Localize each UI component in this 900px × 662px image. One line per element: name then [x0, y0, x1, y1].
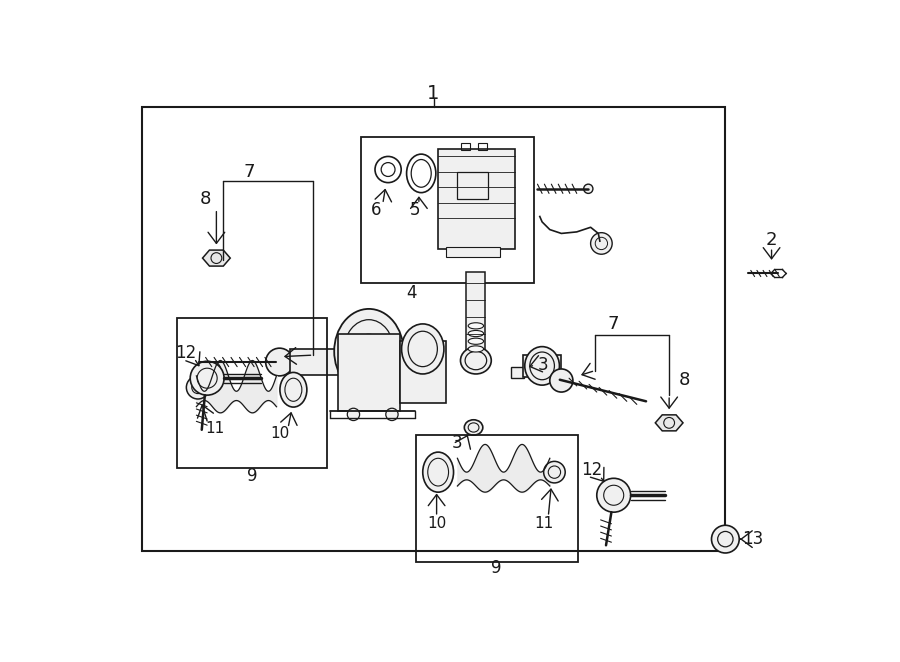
- Text: 9: 9: [247, 467, 257, 485]
- Bar: [177, 318, 328, 468]
- Circle shape: [544, 461, 565, 483]
- Ellipse shape: [423, 452, 454, 492]
- Bar: [523, 355, 562, 377]
- Bar: [400, 341, 446, 403]
- Bar: [438, 149, 515, 249]
- Circle shape: [190, 361, 224, 395]
- Text: 1: 1: [428, 84, 440, 103]
- Text: 11: 11: [535, 516, 554, 531]
- Bar: [291, 349, 352, 375]
- Ellipse shape: [468, 338, 483, 344]
- Ellipse shape: [464, 420, 482, 435]
- Text: 13: 13: [742, 530, 763, 548]
- Text: 2: 2: [766, 230, 778, 249]
- Bar: [416, 435, 578, 562]
- Text: 6: 6: [372, 201, 382, 219]
- Ellipse shape: [468, 323, 483, 329]
- Circle shape: [266, 348, 293, 376]
- Text: 7: 7: [608, 315, 619, 333]
- Ellipse shape: [468, 346, 483, 352]
- Text: 10: 10: [271, 426, 290, 441]
- Text: 8: 8: [200, 190, 212, 208]
- Circle shape: [386, 408, 398, 420]
- Ellipse shape: [525, 347, 560, 385]
- Circle shape: [584, 184, 593, 193]
- Circle shape: [186, 376, 210, 399]
- Bar: [478, 142, 488, 150]
- Circle shape: [712, 525, 739, 553]
- Circle shape: [597, 479, 631, 512]
- Bar: [361, 137, 535, 283]
- Ellipse shape: [280, 373, 307, 407]
- Text: 3: 3: [537, 356, 548, 374]
- Ellipse shape: [468, 330, 483, 336]
- Text: 9: 9: [491, 559, 502, 577]
- Ellipse shape: [334, 309, 403, 394]
- Circle shape: [590, 232, 612, 254]
- Ellipse shape: [401, 324, 444, 374]
- Bar: [466, 272, 485, 357]
- Ellipse shape: [461, 347, 491, 374]
- Text: 8: 8: [679, 371, 690, 389]
- Text: 11: 11: [205, 421, 224, 436]
- Text: 10: 10: [427, 516, 446, 531]
- Bar: [338, 334, 400, 410]
- Bar: [510, 367, 525, 378]
- Bar: [142, 107, 724, 551]
- Text: 12: 12: [581, 461, 603, 479]
- Polygon shape: [202, 250, 230, 266]
- Circle shape: [550, 369, 573, 392]
- Text: 4: 4: [406, 285, 417, 303]
- Text: 7: 7: [244, 163, 256, 181]
- Text: 5: 5: [410, 201, 420, 219]
- Bar: [461, 142, 471, 150]
- Bar: [446, 248, 500, 257]
- Circle shape: [347, 408, 360, 420]
- Bar: [457, 172, 488, 199]
- Text: 3: 3: [452, 434, 463, 452]
- Polygon shape: [655, 415, 683, 431]
- Text: 12: 12: [175, 344, 196, 362]
